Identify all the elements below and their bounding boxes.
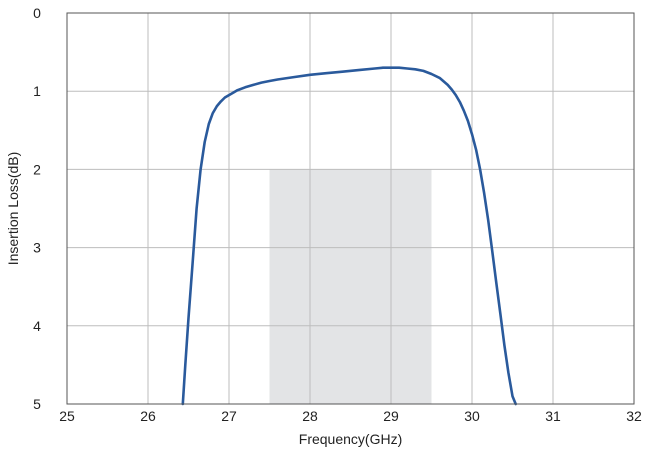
shaded-band: [269, 169, 432, 404]
shaded-band-layer: [269, 169, 432, 404]
x-tick-label: 29: [383, 408, 399, 424]
y-tick-labels: 0 1 2 3 4 5: [33, 5, 41, 412]
plot-frame: [66, 12, 635, 405]
x-tick-labels: 25 26 27 28 29 30 31 32: [59, 408, 642, 424]
y-tick-label: 5: [33, 396, 41, 412]
y-tick-label: 3: [33, 240, 41, 256]
y-tick-label: 1: [33, 83, 41, 99]
x-tick-label: 30: [464, 408, 480, 424]
y-tick-label: 2: [33, 161, 41, 177]
x-tick-label: 26: [140, 408, 156, 424]
x-tick-label: 27: [221, 408, 237, 424]
y-axis-label: Insertion Loss(dB): [5, 152, 21, 266]
series-line-layer: [181, 66, 517, 406]
y-tick-label: 4: [33, 318, 41, 334]
x-tick-label: 28: [302, 408, 318, 424]
x-axis-label: Frequency(GHz): [299, 431, 402, 447]
x-tick-label: 32: [626, 408, 642, 424]
y-tick-label: 0: [33, 5, 41, 21]
x-tick-label: 25: [59, 408, 75, 424]
x-tick-label: 31: [545, 408, 561, 424]
insertion-loss-line: [181, 66, 517, 406]
